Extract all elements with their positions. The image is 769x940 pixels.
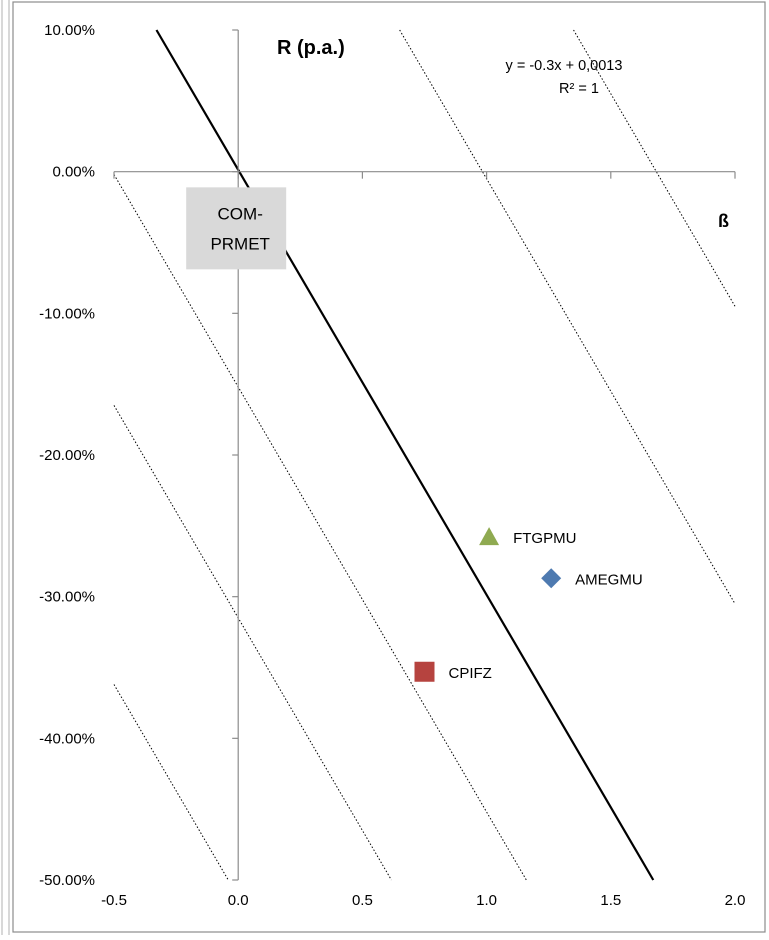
- y-tick-label: 10.00%: [44, 22, 95, 39]
- y-tick-label: -30.00%: [39, 589, 95, 606]
- reference-line: [113, 405, 392, 881]
- y-tick-label: 0.00%: [52, 164, 95, 181]
- x-tick-label: 1.5: [600, 892, 621, 909]
- x-tick-label: 2.0: [725, 892, 746, 909]
- y-tick-label: -50.00%: [39, 872, 95, 889]
- x-axis-title: ß: [718, 211, 729, 231]
- reference-line: [573, 29, 736, 307]
- y-axis-title: R (p.a.): [277, 37, 345, 59]
- outer-frame-left: [1, 0, 3, 935]
- point-label: FTGPMU: [513, 530, 576, 547]
- plot-frame: [12, 1, 766, 933]
- point-marker-diamond: [541, 568, 562, 589]
- outer-frame-left-inner: [8, 0, 10, 935]
- annotation-layer: COM- PRMET: [186, 187, 287, 270]
- x-tick-label: -0.5: [101, 892, 127, 909]
- annotation-box: [186, 187, 287, 270]
- annotation-text: PRMET: [210, 234, 270, 253]
- trendline-r-squared: R² = 1: [559, 81, 599, 97]
- reference-line: [399, 29, 736, 605]
- point-marker-square: [414, 661, 435, 682]
- points-layer: FTGPMU AMEGMU CPIFZ: [414, 527, 643, 682]
- x-tick-label: 0.0: [228, 892, 249, 909]
- x-tick-label: 1.0: [476, 892, 497, 909]
- trendline-equation: y = -0.3x + 0,0013: [506, 58, 623, 74]
- y-tick-label: -20.00%: [39, 447, 95, 464]
- point-label: AMEGMU: [575, 571, 643, 588]
- point-label: CPIFZ: [449, 665, 492, 682]
- x-tick-label: 0.5: [352, 892, 373, 909]
- point-marker-triangle: [479, 527, 500, 546]
- y-tick-label: -10.00%: [39, 305, 95, 322]
- axes-layer: -0.5 0.0 0.5 1.0 1.5 2.0 10.00% 0.00% -10.00% -20…: [39, 22, 745, 909]
- y-tick-label: -40.00%: [39, 730, 95, 747]
- annotation-text: COM-: [218, 204, 263, 223]
- reference-line: [113, 684, 229, 881]
